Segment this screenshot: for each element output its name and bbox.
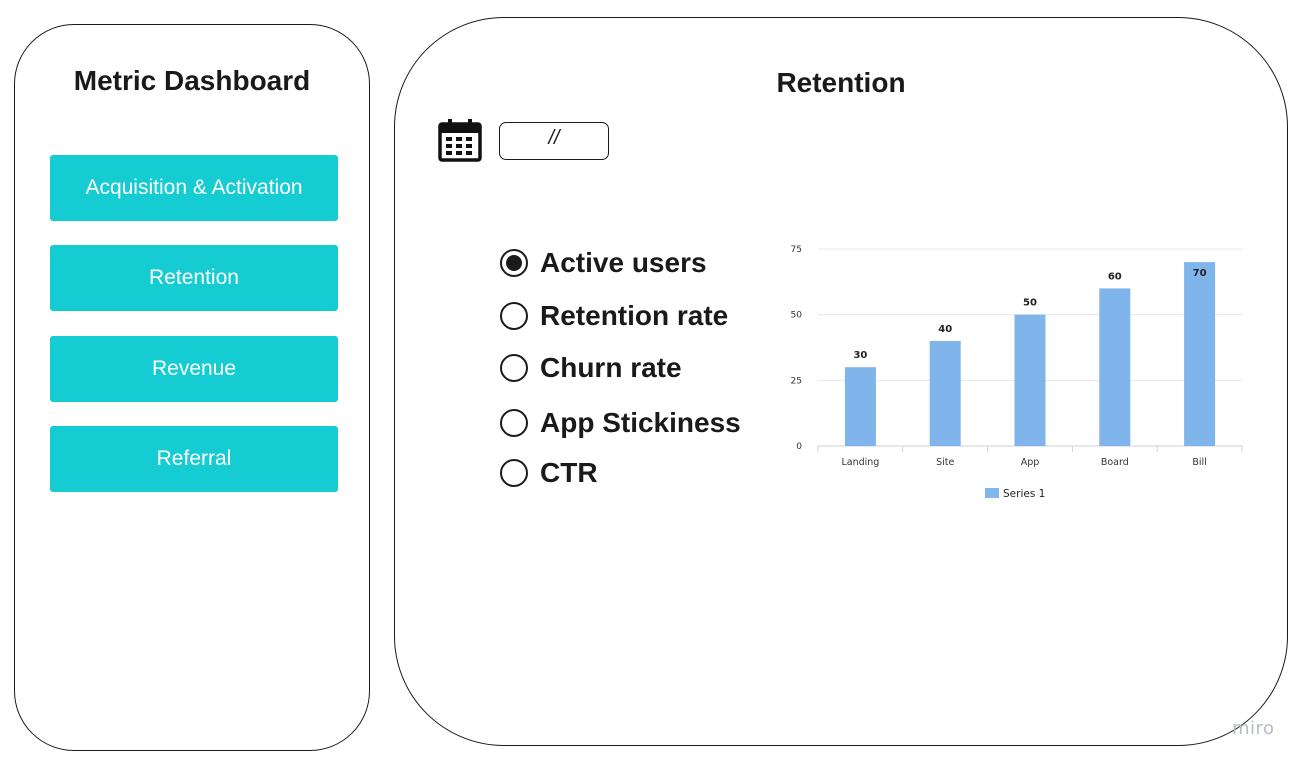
bar bbox=[844, 367, 876, 446]
radio-selected-dot bbox=[506, 255, 522, 271]
y-tick-label: 0 bbox=[796, 442, 802, 452]
date-input[interactable]: // bbox=[499, 122, 609, 160]
legend-swatch bbox=[985, 488, 999, 498]
radio-retention-rate[interactable]: Retention rate bbox=[500, 299, 728, 333]
nav-button-acquisition-activation[interactable]: Acquisition & Activation bbox=[50, 155, 338, 221]
sidebar: Metric Dashboard Acquisition & Activatio… bbox=[14, 24, 370, 751]
data-label: 60 bbox=[1108, 271, 1122, 282]
data-label: 30 bbox=[853, 350, 867, 361]
radio-button[interactable] bbox=[500, 249, 528, 277]
radio-ctr[interactable]: CTR bbox=[500, 456, 598, 490]
bar bbox=[1014, 314, 1046, 446]
x-tick-label: App bbox=[1021, 457, 1040, 468]
nav-button-retention[interactable]: Retention bbox=[50, 245, 338, 311]
nav-button-referral[interactable]: Referral bbox=[50, 426, 338, 492]
data-label: 70 bbox=[1193, 268, 1207, 279]
y-tick-label: 75 bbox=[791, 245, 802, 255]
radio-churn-rate[interactable]: Churn rate bbox=[500, 351, 682, 385]
bar bbox=[929, 340, 961, 446]
radio-active-users[interactable]: Active users bbox=[500, 246, 707, 280]
y-tick-label: 25 bbox=[791, 376, 802, 386]
data-label: 40 bbox=[938, 324, 952, 335]
miro-watermark: miro bbox=[1232, 718, 1275, 739]
radio-button[interactable] bbox=[500, 354, 528, 382]
radio-label: App Stickiness bbox=[540, 407, 741, 438]
sidebar-title: Metric Dashboard bbox=[73, 65, 311, 96]
radio-button[interactable] bbox=[500, 409, 528, 437]
bar bbox=[1184, 262, 1216, 446]
radio-label: Active users bbox=[540, 247, 707, 278]
radio-label: Churn rate bbox=[540, 352, 682, 383]
main-panel: Retention // bbox=[394, 17, 1288, 746]
x-tick-label: Site bbox=[936, 457, 954, 468]
legend-label: Series 1 bbox=[1003, 488, 1045, 500]
radio-app-stickiness[interactable]: App Stickiness bbox=[500, 406, 741, 440]
radio-button[interactable] bbox=[500, 302, 528, 330]
radio-button[interactable] bbox=[500, 459, 528, 487]
calendar-icon[interactable] bbox=[437, 118, 483, 162]
y-tick-label: 50 bbox=[791, 311, 803, 321]
x-tick-label: Landing bbox=[841, 457, 879, 468]
radio-label: CTR bbox=[540, 457, 598, 488]
radio-label: Retention rate bbox=[540, 300, 729, 331]
data-label: 50 bbox=[1023, 298, 1037, 309]
bar bbox=[1099, 288, 1131, 446]
x-tick-label: Board bbox=[1101, 457, 1129, 468]
page-title: Retention bbox=[776, 67, 906, 98]
nav-button-revenue[interactable]: Revenue bbox=[50, 336, 338, 402]
bar-chart: 0 25 50 75 30 Landing 40 Site 50 App 60 Board 70 Bill… bbox=[791, 245, 1243, 500]
x-tick-label: Bill bbox=[1192, 457, 1206, 468]
